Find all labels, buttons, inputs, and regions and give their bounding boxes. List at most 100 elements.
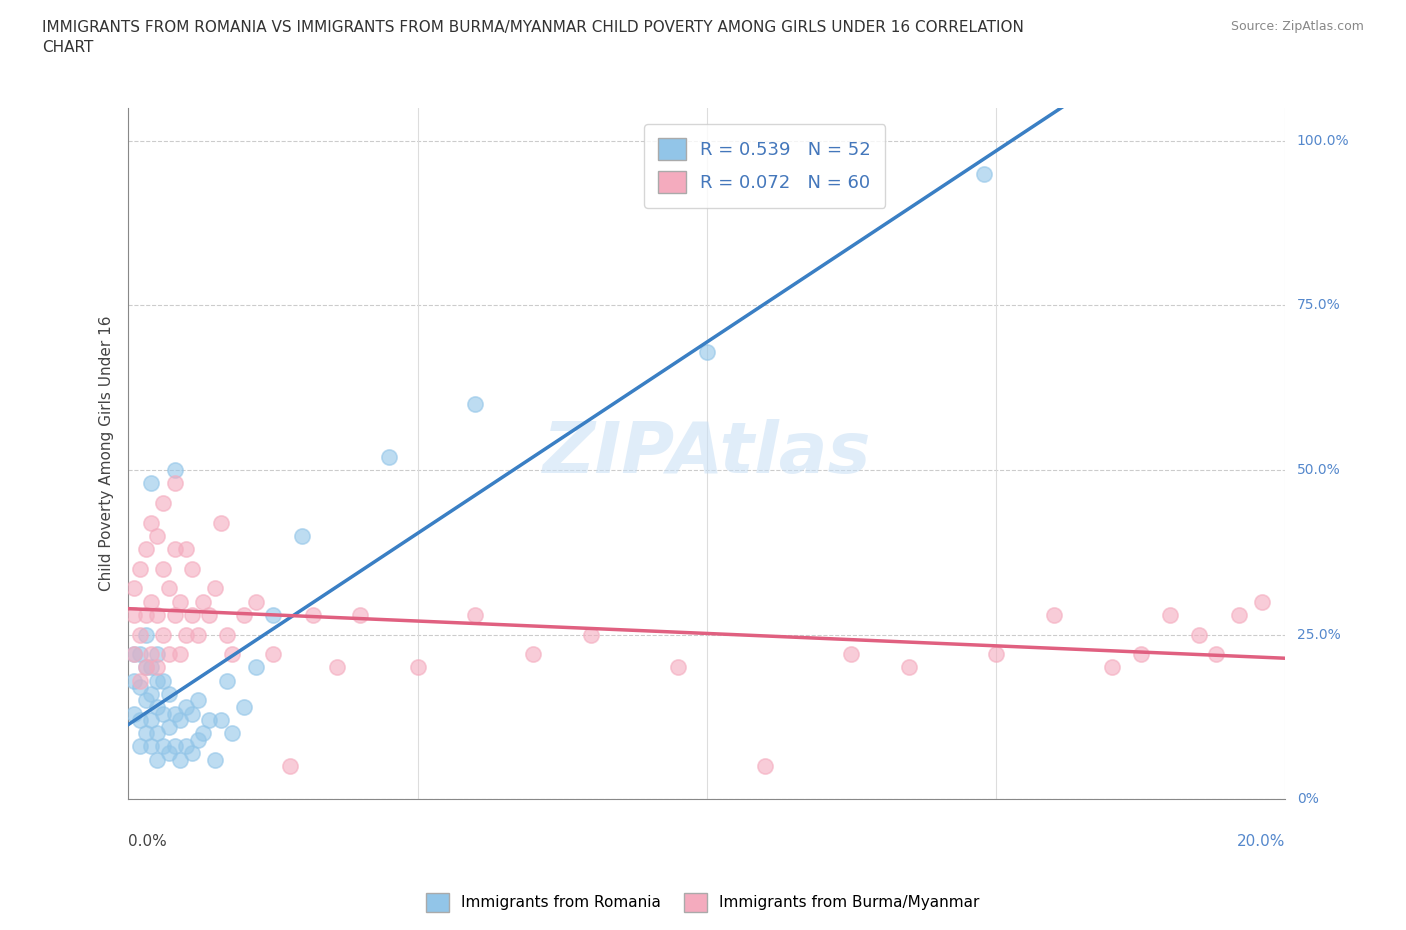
- Point: [152, 562, 174, 577]
- Point: [146, 607, 169, 622]
- Point: [221, 647, 243, 662]
- Point: [349, 607, 371, 622]
- Legend: Immigrants from Romania, Immigrants from Burma/Myanmar: Immigrants from Romania, Immigrants from…: [420, 887, 986, 918]
- Point: [1227, 607, 1250, 622]
- Point: [522, 647, 544, 662]
- Point: [204, 752, 226, 767]
- Point: [291, 528, 314, 543]
- Point: [128, 647, 150, 662]
- Point: [122, 607, 145, 622]
- Point: [278, 759, 301, 774]
- Point: [128, 712, 150, 727]
- Point: [464, 397, 486, 412]
- Point: [174, 541, 197, 556]
- Point: [180, 706, 202, 721]
- Point: [169, 712, 191, 727]
- Point: [754, 759, 776, 774]
- Point: [245, 660, 267, 675]
- Point: [169, 647, 191, 662]
- Point: [141, 686, 163, 701]
- Point: [141, 712, 163, 727]
- Point: [198, 607, 221, 622]
- Point: [377, 449, 399, 464]
- Point: [233, 607, 256, 622]
- Point: [135, 725, 157, 740]
- Point: [174, 699, 197, 714]
- Point: [898, 660, 921, 675]
- Point: [141, 739, 163, 754]
- Point: [157, 746, 180, 761]
- Point: [157, 647, 180, 662]
- Point: [262, 607, 284, 622]
- Text: 20.0%: 20.0%: [1237, 833, 1285, 849]
- Point: [1187, 627, 1209, 642]
- Point: [135, 660, 157, 675]
- Text: 0.0%: 0.0%: [128, 833, 167, 849]
- Point: [209, 515, 232, 530]
- Point: [245, 594, 267, 609]
- Point: [152, 739, 174, 754]
- Point: [141, 476, 163, 491]
- Point: [215, 673, 238, 688]
- Point: [152, 706, 174, 721]
- Point: [122, 647, 145, 662]
- Point: [146, 528, 169, 543]
- Point: [152, 627, 174, 642]
- Point: [141, 660, 163, 675]
- Point: [157, 719, 180, 734]
- Point: [128, 739, 150, 754]
- Point: [122, 581, 145, 596]
- Point: [1101, 660, 1123, 675]
- Point: [163, 476, 186, 491]
- Point: [233, 699, 256, 714]
- Text: 0%: 0%: [1296, 792, 1319, 806]
- Point: [146, 725, 169, 740]
- Point: [215, 627, 238, 642]
- Point: [163, 739, 186, 754]
- Point: [204, 581, 226, 596]
- Text: IMMIGRANTS FROM ROMANIA VS IMMIGRANTS FROM BURMA/MYANMAR CHILD POVERTY AMONG GIR: IMMIGRANTS FROM ROMANIA VS IMMIGRANTS FR…: [42, 20, 1024, 35]
- Point: [146, 647, 169, 662]
- Text: CHART: CHART: [42, 40, 94, 55]
- Point: [128, 627, 150, 642]
- Point: [262, 647, 284, 662]
- Point: [1205, 647, 1227, 662]
- Point: [135, 660, 157, 675]
- Point: [302, 607, 325, 622]
- Text: 25.0%: 25.0%: [1296, 628, 1340, 642]
- Point: [146, 752, 169, 767]
- Text: 100.0%: 100.0%: [1296, 134, 1350, 148]
- Point: [135, 607, 157, 622]
- Point: [152, 673, 174, 688]
- Point: [1251, 594, 1274, 609]
- Point: [135, 627, 157, 642]
- Point: [187, 733, 209, 748]
- Point: [157, 686, 180, 701]
- Point: [163, 541, 186, 556]
- Point: [221, 725, 243, 740]
- Point: [128, 673, 150, 688]
- Point: [122, 706, 145, 721]
- Point: [973, 166, 995, 181]
- Point: [128, 562, 150, 577]
- Point: [146, 699, 169, 714]
- Point: [152, 496, 174, 511]
- Point: [174, 627, 197, 642]
- Point: [163, 706, 186, 721]
- Point: [141, 594, 163, 609]
- Text: ZIPAtlas: ZIPAtlas: [543, 419, 872, 488]
- Point: [1129, 647, 1152, 662]
- Point: [696, 344, 718, 359]
- Point: [325, 660, 347, 675]
- Point: [579, 627, 602, 642]
- Point: [209, 712, 232, 727]
- Point: [141, 647, 163, 662]
- Point: [128, 680, 150, 695]
- Text: 75.0%: 75.0%: [1296, 299, 1340, 312]
- Point: [180, 746, 202, 761]
- Point: [984, 647, 1007, 662]
- Point: [141, 515, 163, 530]
- Point: [464, 607, 486, 622]
- Point: [146, 673, 169, 688]
- Point: [169, 594, 191, 609]
